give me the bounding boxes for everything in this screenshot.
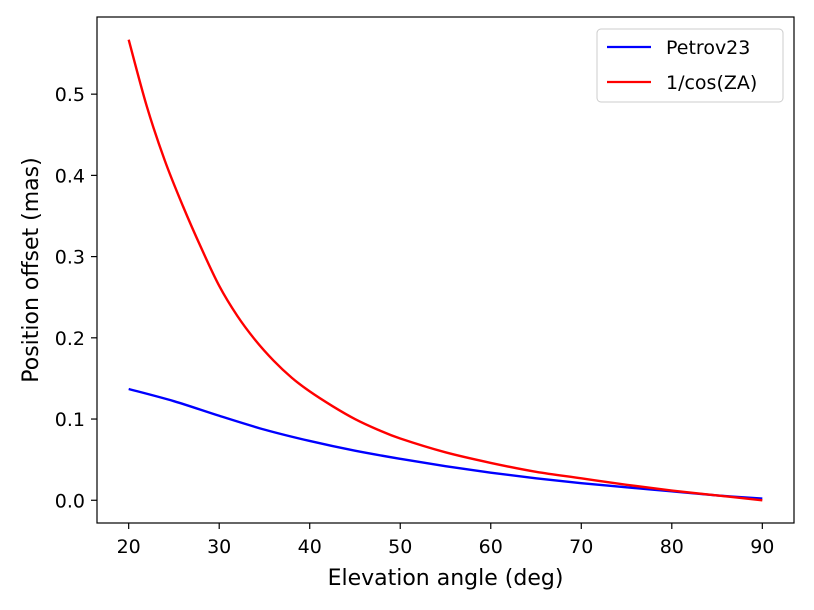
y-tick-label: 0.0 [55, 490, 85, 512]
series-line-petrov23 [128, 387, 763, 500]
y-axis-ticks: 0.0 0.1 0.2 0.3 0.4 0.5 [55, 84, 97, 512]
plot-frame [96, 16, 795, 524]
x-tick-label: 30 [207, 536, 231, 558]
y-tick-label: 0.1 [55, 409, 85, 431]
x-tick-label: 40 [298, 536, 322, 558]
x-tick-label: 50 [388, 536, 412, 558]
legend-label-inverse-cos-za: 1/cos(ZA) [666, 72, 757, 94]
series-layer [127, 39, 763, 502]
series-line-inverse-cos-za [127, 39, 763, 502]
y-tick-label: 0.3 [55, 247, 85, 269]
x-tick-label: 20 [117, 536, 141, 558]
y-tick-label: 0.5 [55, 84, 85, 106]
x-tick-label: 80 [660, 536, 684, 558]
legend: Petrov23 1/cos(ZA) [596, 28, 784, 103]
y-tick-label: 0.2 [55, 328, 85, 350]
y-tick-label: 0.4 [55, 165, 85, 187]
x-axis-label: Elevation angle (deg) [328, 566, 564, 591]
x-tick-label: 60 [479, 536, 503, 558]
y-axis-label: Position offset (mas) [19, 157, 44, 382]
x-axis-ticks: 20 30 40 50 60 70 80 90 [117, 523, 774, 558]
legend-label-petrov23: Petrov23 [666, 37, 750, 59]
x-tick-label: 70 [569, 536, 593, 558]
x-tick-label: 90 [750, 536, 774, 558]
